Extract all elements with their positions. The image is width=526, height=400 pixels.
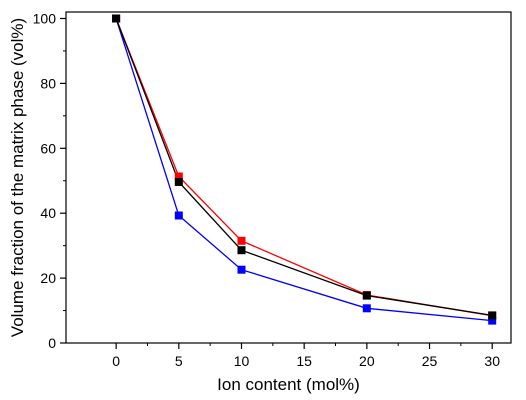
- x-tick-label: 0: [112, 353, 120, 369]
- data-point-series-2: [362, 304, 371, 313]
- data-point-series-1: [237, 236, 246, 245]
- data-point-series-3: [488, 311, 497, 320]
- y-tick-label: 40: [40, 205, 56, 221]
- x-axis-ticks: 0 5 10 15 20 25 30: [112, 343, 500, 369]
- plot-frame: [65, 11, 512, 344]
- y-tick-label: 0: [48, 335, 56, 351]
- x-tick-label: 5: [175, 353, 183, 369]
- series-line-2: [115, 18, 493, 322]
- series-line-3: [115, 18, 493, 317]
- y-axis-ticks: 0 20 40 60 80 100: [33, 10, 66, 351]
- x-tick-label: 10: [234, 353, 250, 369]
- data-point-series-2: [237, 265, 246, 274]
- data-point-series-3: [237, 246, 246, 255]
- data-point-series-3: [112, 14, 121, 23]
- data-point-series-2: [174, 211, 183, 220]
- y-tick-label: 60: [40, 140, 56, 156]
- data-point-series-3: [362, 291, 371, 300]
- x-tick-label: 20: [359, 353, 375, 369]
- data-point-series-3: [174, 178, 183, 186]
- data-point-series-2: [488, 316, 497, 325]
- y-tick-label: 100: [33, 10, 57, 26]
- x-tick-label: 30: [484, 353, 500, 369]
- x-tick-label: 25: [422, 353, 438, 369]
- y-tick-label: 20: [40, 270, 56, 286]
- plot-border: [65, 11, 512, 344]
- data-point-series-1: [174, 172, 183, 181]
- x-axis-title: Ion content (mol%): [217, 375, 360, 394]
- series-layer: [112, 14, 497, 325]
- x-tick-label: 15: [296, 353, 312, 369]
- y-axis-title: Volume fraction of the matrix phase (vol…: [8, 18, 27, 337]
- y-tick-label: 80: [40, 75, 56, 91]
